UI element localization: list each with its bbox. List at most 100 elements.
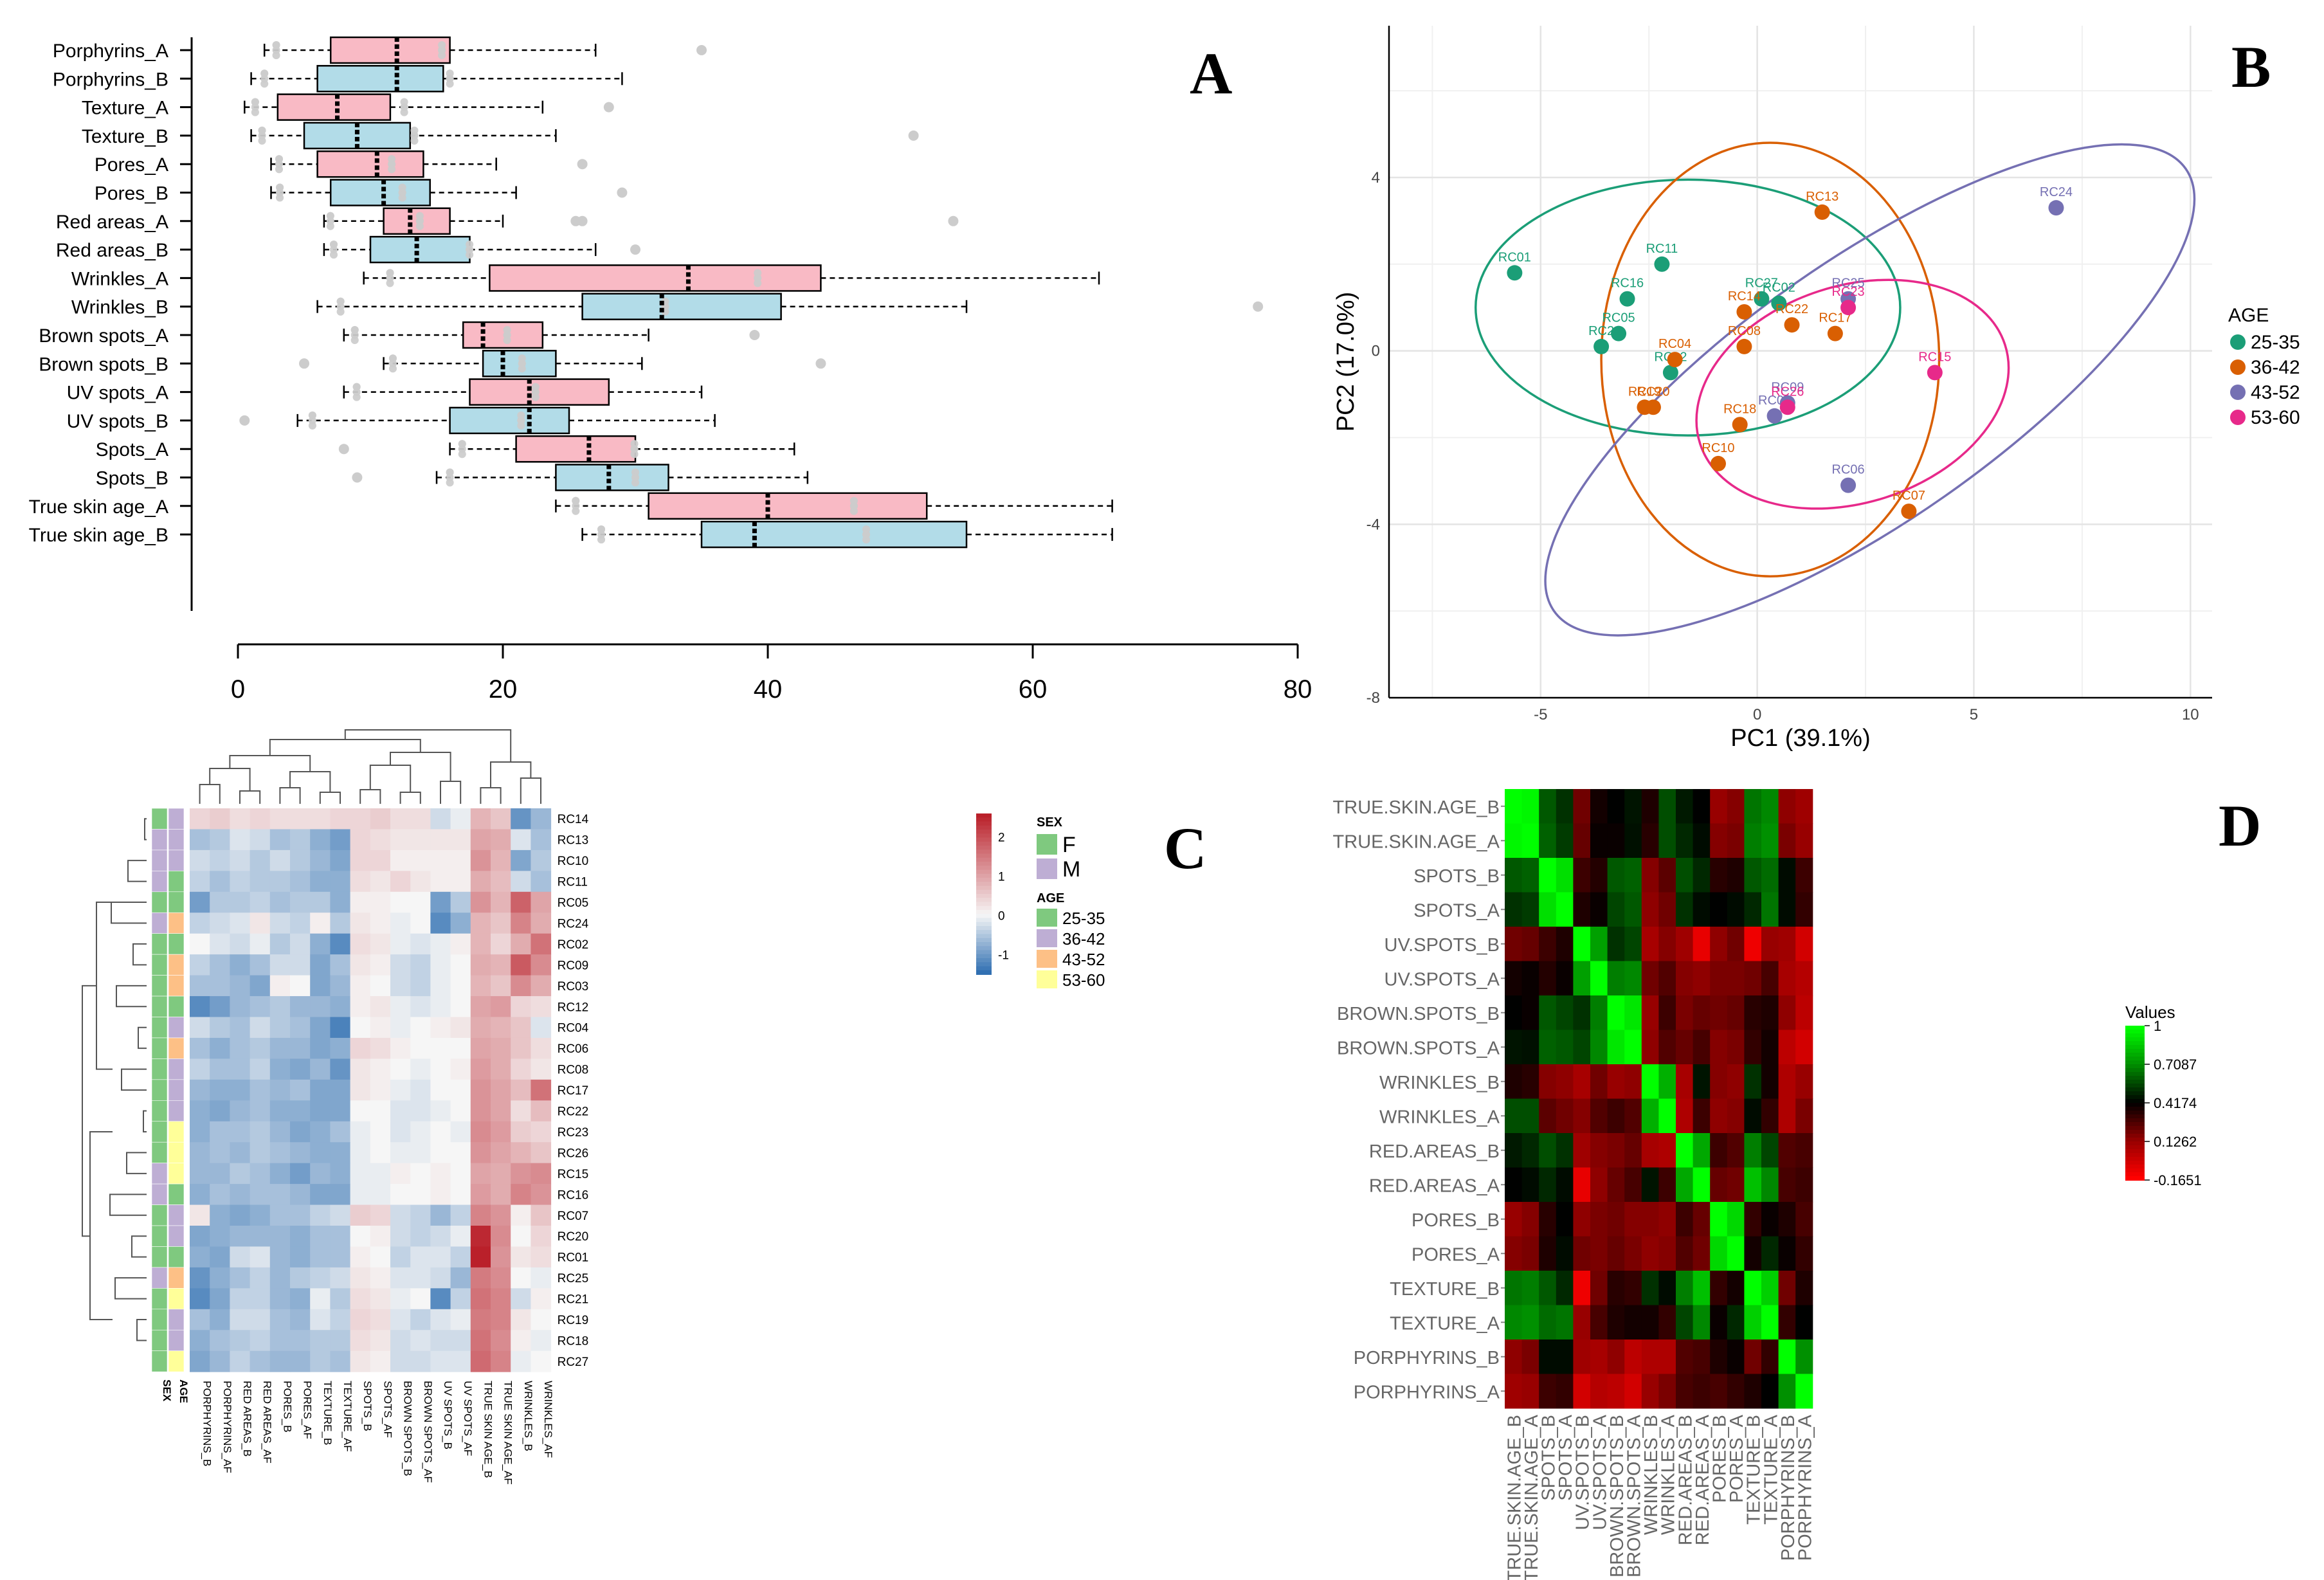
heatmap-cell [1658, 1064, 1676, 1099]
color-scale-step [2125, 1134, 2145, 1138]
sex-annotation-cell [151, 1163, 168, 1185]
heatmap-cell [1590, 961, 1608, 996]
heatmap-cell [1795, 1167, 1813, 1203]
row-label: BROWN.SPOTS_B [1337, 1004, 1500, 1024]
heatmap-cell [1590, 1305, 1608, 1340]
heatmap-cell [1624, 823, 1642, 858]
x-axis-label: PC1 (39.1%) [1730, 725, 1871, 752]
heatmap-cell [269, 1184, 291, 1206]
heatmap-cell [1778, 1374, 1796, 1409]
scatter-point [2048, 200, 2064, 216]
heatmap-cell [1624, 1305, 1642, 1340]
data-point [466, 246, 474, 254]
heatmap-cell [370, 1350, 391, 1372]
heatmap-cell [491, 1226, 511, 1247]
data-point [308, 411, 316, 419]
heatmap-cell [370, 1309, 391, 1330]
heatmap-cell [450, 1079, 471, 1101]
column-label: UV SPOTS_B [442, 1381, 454, 1449]
heatmap-cell [250, 808, 271, 830]
heatmap-cell [430, 1267, 451, 1289]
heatmap-cell [250, 1204, 271, 1226]
heatmap-cell [531, 975, 552, 997]
heatmap-cell [269, 829, 291, 851]
heatmap-cell [1521, 789, 1539, 824]
category-label: UV spots_B [67, 411, 168, 432]
heatmap-cell [1590, 995, 1608, 1030]
heatmap-cell [1744, 1064, 1762, 1099]
heatmap-cell [1727, 858, 1745, 893]
heatmap-cell [1539, 1030, 1557, 1065]
heatmap-cell [1744, 823, 1762, 858]
heatmap-cell [1505, 995, 1523, 1030]
heatmap-cell [290, 933, 311, 955]
heatmap-cell [330, 954, 351, 976]
heatmap-cell [410, 1100, 431, 1122]
row-label: WRINKLES_B [1379, 1073, 1500, 1093]
sex-annotation-cell [151, 1058, 168, 1080]
heatmap-cell [430, 1288, 451, 1310]
heatmap-cell [1521, 1167, 1539, 1203]
heatmap-cell [250, 1100, 271, 1122]
heatmap-cell [310, 849, 331, 871]
heatmap-cell [350, 849, 371, 871]
heatmap-cell [1761, 1167, 1779, 1203]
legend-title: Values [2125, 1003, 2175, 1022]
color-scale-step [2125, 1057, 2145, 1061]
heatmap-cell [430, 913, 451, 934]
data-point [410, 131, 419, 140]
heatmap-cell [190, 1267, 210, 1289]
heatmap-cell [269, 1267, 291, 1289]
panel-label-c: C [1164, 815, 1206, 881]
heatmap-cell [450, 975, 471, 997]
sex-annotation-cell [151, 891, 168, 913]
scatter-point [1840, 300, 1856, 316]
heatmap-cell [1778, 1339, 1796, 1374]
heatmap-cell [230, 1184, 251, 1206]
color-scale-step [2125, 1176, 2145, 1181]
heatmap-cell [1710, 961, 1728, 996]
heatmap-cell [1795, 1133, 1813, 1168]
heatmap-cell [390, 1350, 411, 1372]
color-scale-step [976, 841, 992, 846]
heatmap-cell [491, 996, 511, 1017]
dendrogram-branch [111, 902, 147, 924]
heatmap-cell [1761, 1030, 1779, 1065]
heatmap-cell [310, 891, 331, 913]
heatmap-cell [470, 808, 491, 830]
heatmap-cell [1573, 1339, 1591, 1374]
heatmap-cell [430, 1309, 451, 1330]
heatmap-cell [1693, 1064, 1711, 1099]
heatmap-cell [1676, 995, 1694, 1030]
column-label: TEXTURE_B [1744, 1415, 1765, 1525]
heatmap-cell [1744, 927, 1762, 961]
confidence-ellipse [1600, 141, 1941, 577]
age-annotation-cell [168, 1225, 185, 1247]
heatmap-cell [450, 954, 471, 976]
heatmap-cell [1521, 1374, 1539, 1409]
heatmap-cell [1590, 823, 1608, 858]
heatmap-cell [1778, 1098, 1796, 1134]
heatmap-cell [430, 1163, 451, 1185]
heatmap-cell [491, 829, 511, 851]
heatmap-cell [250, 1017, 271, 1039]
heatmap-cell [430, 808, 451, 830]
heatmap-cell [410, 1037, 431, 1059]
heatmap-cell [1676, 892, 1694, 927]
heatmap-cell [370, 1163, 391, 1185]
heatmap-cell [1676, 1202, 1694, 1237]
legend-swatch [2230, 359, 2246, 375]
column-label: UV SPOTS_AF [462, 1381, 474, 1456]
heatmap-cell [310, 1037, 331, 1059]
heatmap-cell [1641, 1030, 1659, 1065]
row-label: RC03 [558, 980, 589, 994]
heatmap-cell [531, 808, 552, 830]
row-label: RC17 [558, 1084, 589, 1098]
color-scale-step [2125, 1118, 2145, 1123]
heatmap-cell [1744, 1030, 1762, 1065]
color-scale-step [2125, 1053, 2145, 1057]
heatmap-cell [1744, 995, 1762, 1030]
heatmap-cell [1795, 789, 1813, 824]
heatmap-cell [370, 829, 391, 851]
heatmap-cell [310, 1350, 331, 1372]
